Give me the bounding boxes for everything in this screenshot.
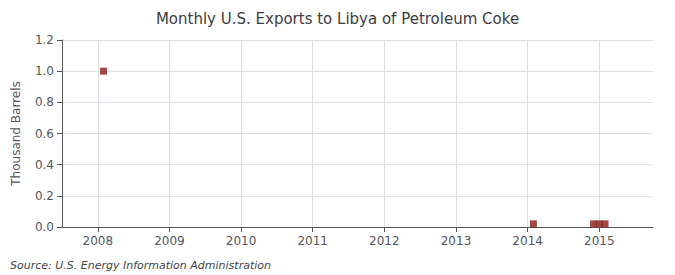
svg-text:2009: 2009 [154,234,185,248]
svg-text:Source: U.S. Energy Informatio: Source: U.S. Energy Information Administ… [10,259,271,272]
svg-text:0.6: 0.6 [35,127,54,141]
svg-text:1.2: 1.2 [35,33,54,47]
svg-text:2014: 2014 [512,234,543,248]
svg-text:Thousand Barrels: Thousand Barrels [9,81,23,186]
svg-text:2010: 2010 [226,234,257,248]
svg-text:2011: 2011 [297,234,328,248]
svg-text:0.8: 0.8 [35,95,54,109]
svg-text:0.4: 0.4 [35,158,54,172]
svg-text:1.0: 1.0 [35,64,54,78]
svg-text:2013: 2013 [441,234,472,248]
svg-text:2008: 2008 [83,234,114,248]
svg-text:2012: 2012 [369,234,400,248]
svg-text:Monthly U.S. Exports to Libya: Monthly U.S. Exports to Libya of Petrole… [156,10,519,28]
svg-text:0.0: 0.0 [35,220,54,234]
svg-text:0.2: 0.2 [35,189,54,203]
svg-text:2015: 2015 [584,234,615,248]
